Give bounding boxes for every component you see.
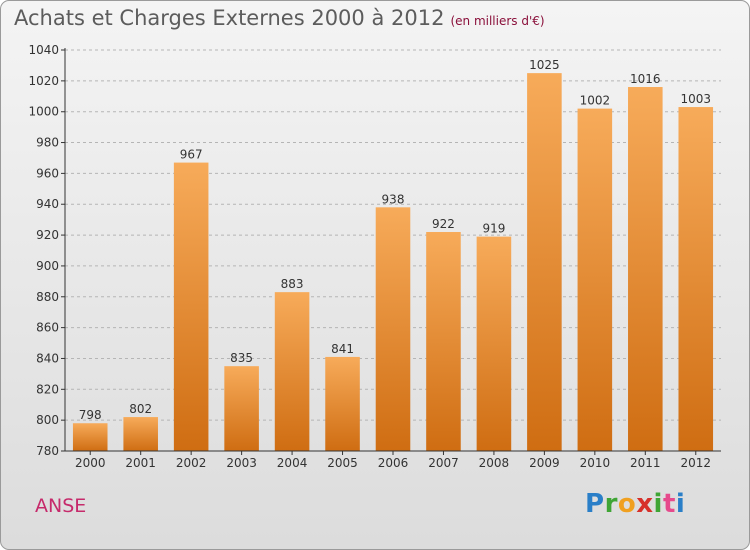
logo-letter: t [662,489,676,519]
x-tick-label: 2006 [378,456,409,470]
labels: 780 800 820 840 860 880 900 920 940 960 980 1000 102… [28,43,711,470]
bar [426,231,461,451]
data-label: 919 [482,222,505,236]
y-tick-label: 1000 [28,105,59,119]
bar [527,73,562,451]
y-tick-label: 900 [36,259,59,273]
axes [61,48,721,455]
data-label: 798 [79,408,102,422]
x-tick-label: 2012 [680,456,711,470]
bar [678,107,714,452]
x-tick-label: 2007 [428,456,459,470]
y-tick-label: 1020 [28,74,59,88]
logo-letter: o [617,489,637,519]
y-tick-label: 780 [36,444,59,458]
data-label: 1002 [580,94,611,108]
x-tick-label: 2008 [479,456,510,470]
chart-title: Achats et Charges Externes 2000 à 2012 (e… [14,6,545,30]
proxiti-logo: Proxiti [585,489,685,519]
x-tick-label: 2010 [580,456,611,470]
data-label: 922 [432,217,455,231]
y-tick-label: 880 [36,290,59,304]
x-tick-label: 2011 [630,456,661,470]
x-tick-label: 2003 [226,456,257,470]
place-name: ANSE [35,495,87,517]
bar [628,87,663,451]
bar [375,207,411,451]
y-tick-label: 940 [36,197,59,211]
y-tick-label: 1040 [28,43,59,57]
bar [72,423,108,451]
bars [72,73,714,452]
y-tick-label: 840 [36,351,59,365]
data-label: 967 [180,148,203,162]
data-label: 1016 [630,72,661,86]
logo-letter: P [585,489,605,519]
y-tick-label: 860 [36,321,59,335]
bar [173,162,209,452]
logo-letter: x [636,489,654,519]
x-tick-label: 2001 [125,456,156,470]
data-label: 841 [331,342,354,356]
x-tick-label: 2004 [277,456,308,470]
y-tick-label: 960 [36,166,59,180]
logo-letter: i [653,489,663,519]
x-tick-label: 2009 [529,456,560,470]
data-label: 1003 [680,92,711,106]
bar [224,366,259,451]
chart-subtitle: (en milliers d'€) [450,14,545,28]
logo-letter: r [604,489,618,519]
bar [476,236,512,451]
bar [274,292,310,451]
data-label: 802 [129,402,152,416]
y-tick-label: 800 [36,413,59,427]
data-label: 883 [281,277,304,291]
bar [577,108,613,451]
logo-letter: i [675,489,686,519]
data-label: 835 [230,351,253,365]
bar [123,417,158,451]
y-tick-label: 980 [36,136,59,150]
x-tick-label: 2005 [327,456,358,470]
x-tick-label: 2002 [176,456,207,470]
y-tick-label: 920 [36,228,59,242]
x-tick-label: 2000 [75,456,106,470]
bar [325,356,360,451]
data-label: 938 [382,192,405,206]
data-label: 1025 [529,58,560,72]
y-tick-label: 820 [36,382,59,396]
